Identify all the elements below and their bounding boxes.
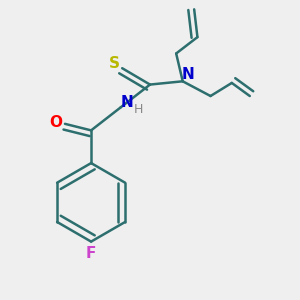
Text: N: N (121, 95, 134, 110)
Text: N: N (181, 67, 194, 82)
Text: O: O (49, 115, 62, 130)
Text: F: F (86, 246, 96, 261)
Text: S: S (109, 56, 119, 71)
Text: H: H (134, 103, 143, 116)
